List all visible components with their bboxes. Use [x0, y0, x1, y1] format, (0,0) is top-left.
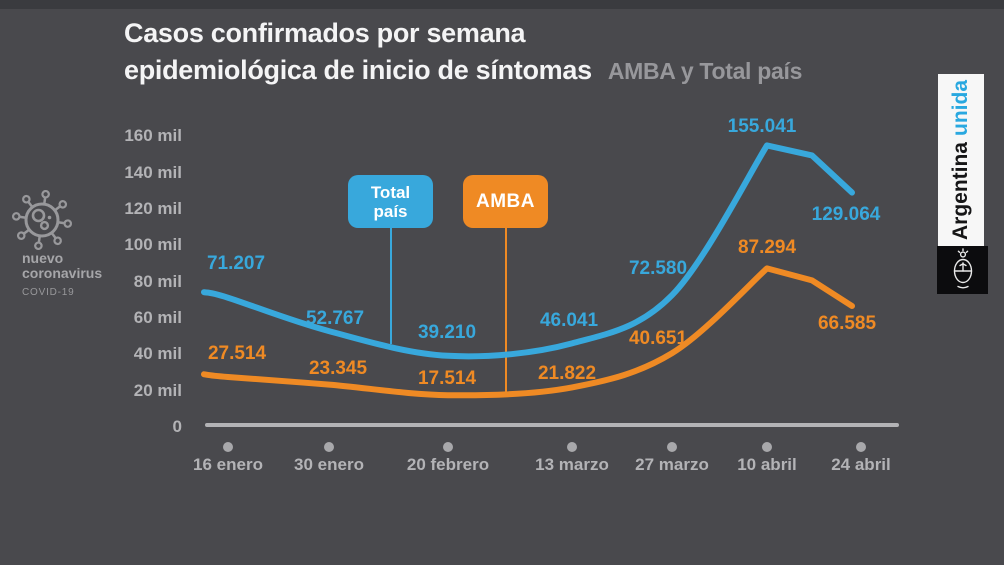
argentina-coat-of-arms-icon	[953, 248, 972, 289]
x-axis-dot	[856, 442, 866, 452]
legend-button-amba[interactable]: AMBA	[463, 175, 548, 228]
brand-left-covid: COVID-19	[22, 287, 75, 298]
chart-subtitle: AMBA y Total país	[607, 58, 803, 84]
x-axis-label: 13 marzo	[535, 455, 609, 474]
legend-pointer-line-amba	[504, 228, 507, 397]
data-point-label: 87.294	[737, 237, 797, 259]
coat-of-arms-box	[937, 246, 988, 294]
x-axis-label: 24 abril	[831, 455, 891, 474]
amba-line	[201, 265, 855, 399]
data-point-label: 39.210	[417, 321, 477, 343]
data-point-label: 72.580	[628, 258, 688, 280]
y-axis-tick-label: 60 mil	[133, 308, 182, 327]
data-point-label: 27.514	[207, 343, 267, 364]
chart-title-line2: epidemiológica de inicio de síntomas	[124, 55, 592, 85]
data-point-label: 66.585	[817, 313, 877, 334]
y-axis-tick-label: 20 mil	[133, 380, 182, 400]
x-axis-label: 27 marzo	[635, 455, 709, 474]
data-point-label: 21.822	[537, 363, 597, 385]
data-point-label: 46.041	[539, 310, 599, 332]
x-axis-dot	[567, 442, 577, 452]
legend-pointer-line-total-pais	[389, 228, 392, 344]
brand-left-text: nuevo coronavirus COVID-19	[22, 251, 102, 300]
y-axis-tick-label: 140 mil	[124, 162, 182, 182]
data-point-label: 129.064	[811, 203, 881, 225]
chart-title-line1: Casos confirmados por semana	[124, 18, 526, 48]
x-axis-dot	[324, 442, 334, 452]
brand-left-line2: coronavirus	[22, 265, 103, 281]
total-pais-line	[201, 142, 855, 360]
top-accent-bar	[0, 0, 1004, 9]
data-point-label: 155.041	[727, 116, 797, 138]
x-axis-dot	[443, 442, 453, 452]
y-axis-tick-label: 120 mil	[124, 199, 182, 218]
y-axis-tick-label: 40 mil	[133, 344, 182, 364]
y-axis-tick-label: 80 mil	[133, 271, 182, 291]
y-axis-tick-label: 0	[172, 417, 182, 436]
chart-title: Casos confirmados por semana epidemiológ…	[124, 15, 802, 90]
x-axis-label: 30 enero	[294, 455, 364, 474]
x-axis-label: 10 abril	[737, 455, 797, 474]
x-axis-line	[205, 423, 899, 427]
legend-button-total-pais[interactable]: Total país	[348, 175, 433, 228]
y-axis-tick-label: 160 mil	[124, 126, 182, 146]
x-axis-label: 16 enero	[193, 455, 263, 474]
x-axis-dot	[762, 442, 772, 452]
data-point-label: 17.514	[417, 368, 477, 390]
y-axis-tick-label: 100 mil	[124, 235, 182, 255]
x-axis-dot	[223, 442, 233, 452]
argentina-unida-banner: Argentina unida	[938, 74, 984, 246]
x-axis-label: 20 febrero	[406, 455, 490, 474]
data-point-label: 52.767	[305, 308, 365, 330]
coronavirus-icon	[10, 189, 74, 255]
brand-left-line1: nuevo	[22, 250, 64, 266]
x-axis-dot	[667, 442, 677, 452]
data-point-label: 23.345	[308, 357, 368, 379]
data-point-label: 40.651	[628, 328, 688, 350]
data-point-label: 71.207	[206, 252, 266, 274]
